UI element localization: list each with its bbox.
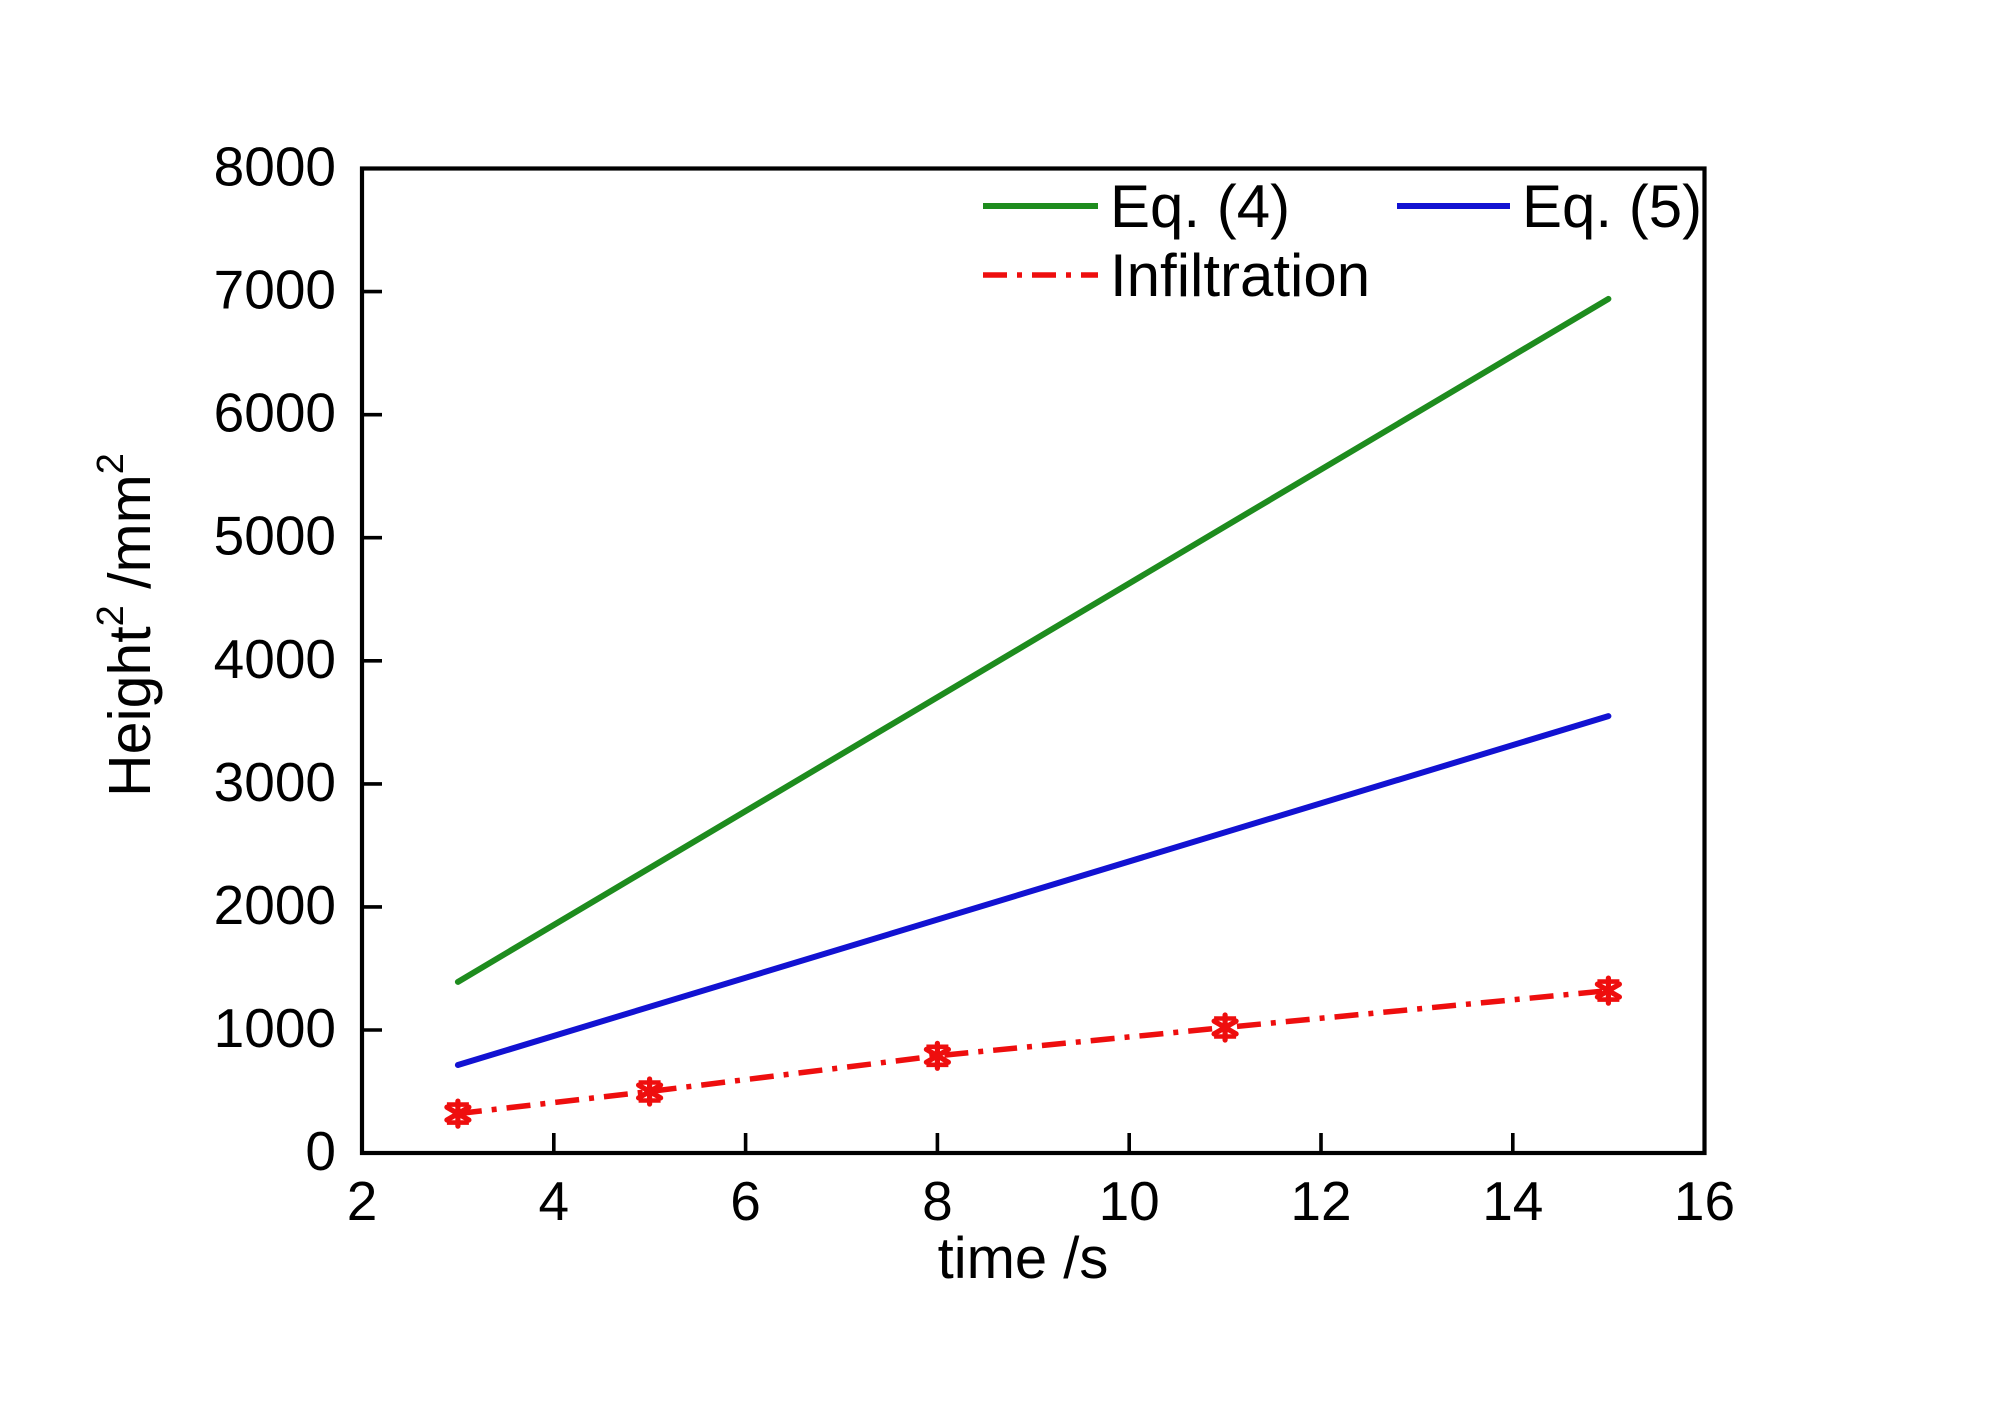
svg-text:3000: 3000 (214, 751, 336, 813)
svg-text:6000: 6000 (214, 382, 336, 444)
svg-text:8000: 8000 (214, 136, 336, 198)
svg-text:10: 10 (1099, 1170, 1160, 1232)
svg-text:8: 8 (922, 1170, 953, 1232)
svg-text:Eq. (4): Eq. (4) (1110, 173, 1290, 240)
svg-text:4: 4 (539, 1170, 570, 1232)
svg-text:14: 14 (1482, 1170, 1543, 1232)
svg-text:12: 12 (1290, 1170, 1351, 1232)
svg-text:16: 16 (1674, 1170, 1735, 1232)
svg-text:7000: 7000 (214, 259, 336, 321)
svg-text:Height2 /mm2: Height2 /mm2 (90, 453, 163, 797)
svg-text:6: 6 (730, 1170, 761, 1232)
svg-text:Infiltration: Infiltration (1110, 242, 1370, 309)
svg-text:2: 2 (347, 1170, 378, 1232)
svg-text:time /s: time /s (938, 1226, 1109, 1291)
svg-text:0: 0 (305, 1120, 336, 1182)
svg-text:Eq. (5): Eq. (5) (1522, 173, 1702, 240)
svg-text:1000: 1000 (214, 997, 336, 1059)
svg-text:4000: 4000 (214, 628, 336, 690)
svg-text:5000: 5000 (214, 505, 336, 567)
svg-text:2000: 2000 (214, 874, 336, 936)
